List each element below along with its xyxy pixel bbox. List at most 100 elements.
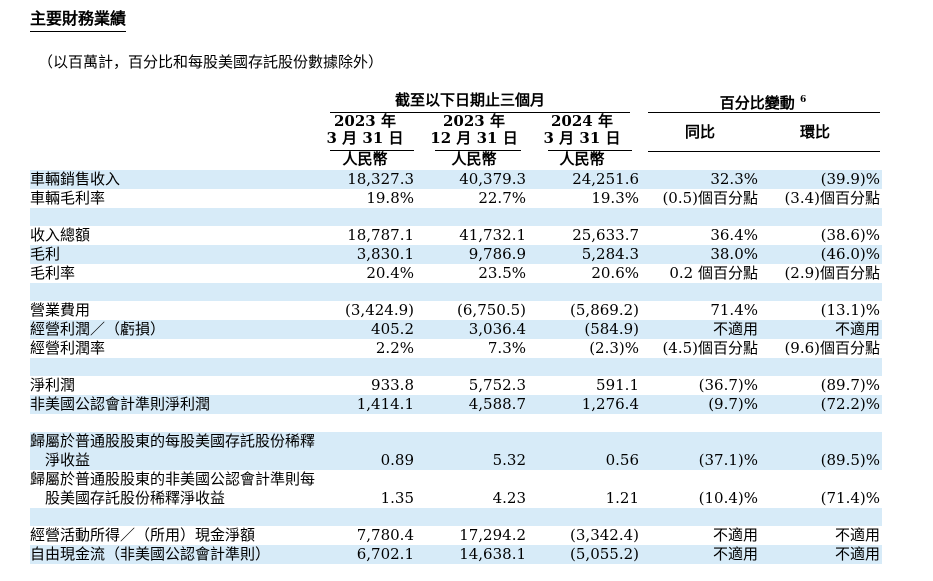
table-row: 車輛銷售收入 18,327.3 40,379.3 24,251.6 32.3% … xyxy=(30,170,882,189)
table-row: 淨利潤 933.8 5,752.3 591.1 (36.7)% (89.7)% xyxy=(30,376,882,395)
period-group-header: 截至以下日期止三個月 xyxy=(394,91,545,109)
column-year: 2024 年 xyxy=(551,112,613,130)
value-cell: 1.35 xyxy=(380,489,414,507)
value-cell: (3.4)個百分點 xyxy=(784,189,880,207)
spacer-row xyxy=(30,414,882,432)
column-date: 3 月 31 日 xyxy=(326,129,404,147)
value-cell: 不適用 xyxy=(834,545,880,563)
row-label: 營業費用 xyxy=(30,301,91,319)
value-cell: 不適用 xyxy=(712,526,758,544)
value-cell: 7,780.4 xyxy=(356,526,414,544)
header-rule-col2 xyxy=(548,150,632,151)
table-row: 毛利 3,830.1 9,786.9 5,284.3 38.0% (46.0)% xyxy=(30,245,882,264)
value-cell: (3,342.4) xyxy=(570,526,639,544)
value-cell: 0.89 xyxy=(380,451,414,469)
value-cell: 4.23 xyxy=(492,489,526,507)
row-label: 車輛銷售收入 xyxy=(30,170,121,188)
value-cell: (10.4)% xyxy=(698,489,758,507)
header-rule-changes xyxy=(648,151,880,152)
value-cell: 25,633.7 xyxy=(572,226,639,244)
column-header-yoy: 同比 xyxy=(684,123,715,141)
column-header-q4-2023: 2023 年 12 月 31 日 xyxy=(430,113,518,147)
table-row: 營業費用 (3,424.9) (6,750.5) (5,869.2) 71.4%… xyxy=(30,301,882,320)
value-cell: (0.5)個百分點 xyxy=(662,189,758,207)
row-label: 收入總額 xyxy=(30,226,91,244)
value-cell: 36.4% xyxy=(710,226,758,244)
value-cell: 20.4% xyxy=(366,264,414,282)
value-cell: (3,424.9) xyxy=(345,301,414,319)
value-cell: (5,869.2) xyxy=(570,301,639,319)
value-cell: 5,752.3 xyxy=(468,376,526,394)
value-cell: 7.3% xyxy=(487,339,526,357)
value-cell: 591.1 xyxy=(596,376,639,394)
value-cell: 933.8 xyxy=(371,376,414,394)
row-label: 歸屬於普通股股東的非美國公認會計準則每股美國存託股份稀釋淨收益 xyxy=(30,470,320,508)
value-cell: 5.32 xyxy=(492,451,526,469)
column-header-qoq: 環比 xyxy=(799,123,830,141)
value-cell: 不適用 xyxy=(834,526,880,544)
row-label: 經營利潤／（虧損） xyxy=(30,320,166,338)
column-date: 12 月 31 日 xyxy=(430,129,518,147)
value-cell: (89.5)% xyxy=(820,451,880,469)
value-cell: 1.21 xyxy=(605,489,639,507)
header-rule-col1 xyxy=(435,150,521,151)
column-currency: 人民幣 xyxy=(342,150,388,168)
value-cell: 24,251.6 xyxy=(572,170,639,188)
spacer-row xyxy=(30,508,882,526)
value-cell: 19.8% xyxy=(366,189,414,207)
value-cell: (2.9)個百分點 xyxy=(784,264,880,282)
value-cell: (39.9)% xyxy=(820,170,880,188)
row-label-text: 歸屬於普通股股東的每股美國存託股份稀釋淨收益 xyxy=(30,432,316,469)
value-cell: (9.6)個百分點 xyxy=(784,339,880,357)
value-cell: 0.56 xyxy=(605,451,639,469)
table-row: 歸屬於普通股股東的非美國公認會計準則每股美國存託股份稀釋淨收益 1.35 4.2… xyxy=(30,470,882,508)
header-rule-period xyxy=(330,112,630,113)
table-row: 自由現金流（非美國公認會計準則） 6,702.1 14,638.1 (5,055… xyxy=(30,545,882,564)
value-cell: 9,786.9 xyxy=(468,245,526,263)
table-row: 非美國公認會計準則淨利潤 1,414.1 4,588.7 1,276.4 (9.… xyxy=(30,395,882,414)
value-cell: (584.9) xyxy=(584,320,639,338)
value-cell: (5,055.2) xyxy=(570,545,639,563)
value-cell: 0.2 個百分點 xyxy=(669,264,758,282)
value-cell: 不適用 xyxy=(712,545,758,563)
row-label: 毛利率 xyxy=(30,264,76,282)
value-cell: 不適用 xyxy=(712,320,758,338)
value-cell: 20.6% xyxy=(591,264,639,282)
value-cell: (4.5)個百分點 xyxy=(662,339,758,357)
value-cell: 1,414.1 xyxy=(356,395,414,413)
value-cell: 3,830.1 xyxy=(356,245,414,263)
column-currency: 人民幣 xyxy=(559,150,605,168)
spacer-row xyxy=(30,283,882,301)
value-cell: 405.2 xyxy=(371,320,414,338)
value-cell: 18,787.1 xyxy=(347,226,414,244)
value-cell: 2.2% xyxy=(375,339,414,357)
section-title: 主要財務業績 xyxy=(30,9,127,32)
value-cell: (36.7)% xyxy=(698,376,758,394)
spacer-row xyxy=(30,208,882,226)
value-cell: 41,732.1 xyxy=(459,226,526,244)
row-label: 自由現金流（非美國公認會計準則） xyxy=(30,545,271,563)
value-cell: (38.6)% xyxy=(820,226,880,244)
column-year: 2023 年 xyxy=(443,112,505,130)
row-label: 經營活動所得／（所用）現金淨額 xyxy=(30,526,256,544)
column-header-q1-2024: 2024 年 3 月 31 日 xyxy=(542,113,622,147)
value-cell: 71.4% xyxy=(710,301,758,319)
value-cell: (46.0)% xyxy=(820,245,880,263)
value-cell: (89.7)% xyxy=(820,376,880,394)
value-cell: (13.1)% xyxy=(820,301,880,319)
header-rule-col0 xyxy=(330,150,414,151)
value-cell: (6,750.5) xyxy=(457,301,526,319)
table-row: 歸屬於普通股股東的每股美國存託股份稀釋淨收益 0.89 5.32 0.56 (3… xyxy=(30,432,882,470)
header-rule-change xyxy=(648,112,880,113)
column-year: 2023 年 xyxy=(334,112,396,130)
change-group-footnote: 6 xyxy=(799,95,807,105)
change-group-header: 百分比變動 6 xyxy=(648,92,878,112)
table-row: 毛利率 20.4% 23.5% 20.6% 0.2 個百分點 (2.9)個百分點 xyxy=(30,264,882,283)
value-cell: 6,702.1 xyxy=(356,545,414,563)
value-cell: 40,379.3 xyxy=(459,170,526,188)
row-label-text: 歸屬於普通股股東的非美國公認會計準則每股美國存託股份稀釋淨收益 xyxy=(30,470,316,507)
column-header-q1-2023: 2023 年 3 月 31 日 xyxy=(325,113,405,147)
table-row: 收入總額 18,787.1 41,732.1 25,633.7 36.4% (3… xyxy=(30,226,882,245)
value-cell: 14,638.1 xyxy=(459,545,526,563)
column-date: 3 月 31 日 xyxy=(543,129,621,147)
